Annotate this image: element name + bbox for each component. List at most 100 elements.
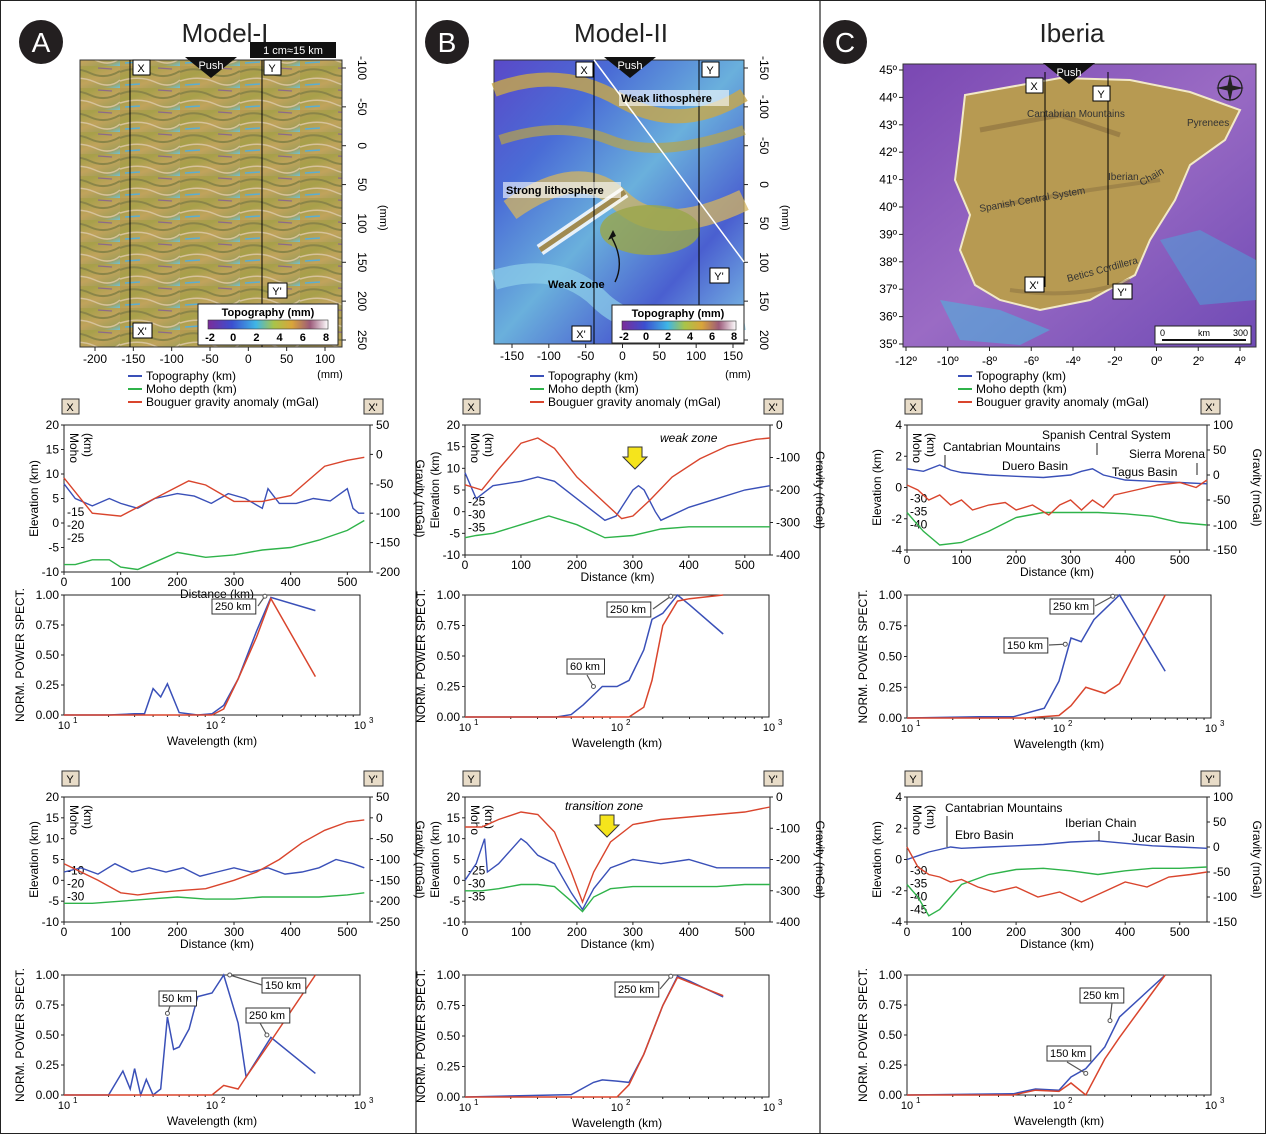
- map-c-x-tick: 0º: [1151, 354, 1163, 368]
- spectrum-y-tick: 0.00: [879, 1088, 903, 1102]
- spectrum-x-tick: 10 1: [459, 1098, 479, 1114]
- spectrum-y-tick: 1.00: [36, 968, 60, 982]
- svg-text:60 km: 60 km: [570, 661, 600, 673]
- moho-unit-label: (km): [81, 805, 95, 829]
- map-b-x-tick: 0: [619, 349, 626, 363]
- distance-tick: 300: [224, 575, 244, 589]
- distance-tick: 200: [1006, 925, 1026, 939]
- map-b: Push X Y X' Y' Weak lithosphere Strong l…: [491, 56, 791, 381]
- moho-tick: -35: [910, 877, 928, 891]
- map-c-label-pyrenees: Pyrenees: [1187, 118, 1229, 129]
- spectrum-axis-label: NORM. POWER SPECT.: [13, 588, 27, 722]
- distance-tick: 200: [1006, 553, 1026, 567]
- svg-text:3: 3: [778, 718, 783, 727]
- svg-text:3: 3: [1220, 1096, 1225, 1105]
- gravity-tick: 0: [1213, 468, 1220, 482]
- map-a-push-label: Push: [198, 60, 223, 72]
- distance-tick: 0: [462, 925, 469, 939]
- map-a-y-tick: 250: [355, 330, 369, 350]
- svg-text:1: 1: [474, 718, 479, 727]
- svg-text:X': X': [1029, 280, 1038, 292]
- map-a-image: [79, 59, 343, 348]
- map-a-x-tick: 0: [245, 352, 252, 366]
- spectrum-y-tick: 0.50: [437, 1029, 461, 1043]
- map-a-x-tick: -50: [201, 352, 219, 366]
- svg-text:X: X: [467, 402, 475, 414]
- map-c-marker-y: Y: [1092, 85, 1111, 102]
- map-c-y-tick: 36º: [879, 310, 897, 324]
- svg-text:2: 2: [626, 1098, 631, 1107]
- map-c-x-tick: -4º: [1065, 354, 1081, 368]
- spectrum-y-tick: 0.75: [879, 998, 903, 1012]
- moho-tick: -20: [67, 877, 85, 891]
- moho-axis-label: Moho: [468, 805, 482, 835]
- svg-text:150 km: 150 km: [1050, 1048, 1086, 1060]
- map-b-y-tick: -100: [757, 95, 771, 119]
- svg-text:2: 2: [221, 716, 226, 725]
- annotation-tagus-basin: Tagus Basin: [1112, 465, 1177, 479]
- spectrum-line-topography: [465, 593, 724, 718]
- series-line-gravity: [464, 437, 771, 520]
- gravity-tick: 0: [776, 790, 783, 804]
- spectrum-y-tick: 0.25: [36, 678, 60, 692]
- distance-tick: 500: [735, 558, 755, 572]
- wavelength-axis-label: Wavelength (km): [1014, 737, 1104, 751]
- elevation-tick: 15: [447, 440, 461, 454]
- spectrum-line-gravity: [465, 976, 724, 1098]
- distance-axis-label: Distance (km): [180, 937, 254, 951]
- panel-b-title: Model-II: [574, 18, 668, 48]
- map-b-y-tick: 200: [757, 330, 771, 350]
- svg-text:0: 0: [1160, 328, 1165, 338]
- distance-tick: 400: [281, 925, 301, 939]
- distance-tick: 400: [1115, 925, 1135, 939]
- spectrum-y-tick: 1.00: [879, 588, 903, 602]
- gravity-tick: 50: [376, 418, 390, 432]
- elevation-tick: -5: [48, 894, 59, 908]
- moho-tick: -20: [67, 518, 85, 532]
- distance-tick: 0: [61, 925, 68, 939]
- spectrum-line-gravity: [907, 594, 1166, 719]
- topo-legend-tick: 2: [253, 332, 259, 344]
- elevation-tick: 5: [52, 853, 59, 867]
- spectrum-x-tick: 10 2: [206, 716, 226, 732]
- map-a-topo-legend: Topography (mm) -2 0 2 4 6 8: [197, 303, 339, 346]
- distance-tick: 100: [111, 575, 131, 589]
- map-c-x-tick: -2º: [1107, 354, 1123, 368]
- moho-axis-label: Moho: [67, 433, 81, 463]
- svg-text:X': X': [368, 402, 377, 414]
- map-b-y-tick: -50: [757, 137, 771, 155]
- elevation-tick: 5: [453, 483, 460, 497]
- peak-label: 150 km: [1003, 637, 1068, 654]
- spectrum-x-tick: 10 2: [1053, 719, 1073, 735]
- spectrum-x-tick: 10 2: [1053, 1096, 1073, 1112]
- svg-text:1: 1: [73, 1096, 78, 1105]
- gravity-tick: 0: [776, 418, 783, 432]
- map-c-y-tick: 37º: [879, 282, 897, 296]
- map-c-x-tick: -10º: [937, 354, 959, 368]
- annotation-transition-zone-arrow: [593, 814, 621, 838]
- gravity-tick: -50: [376, 832, 394, 846]
- elevation-tick: -10: [42, 915, 60, 929]
- moho-unit-label: (km): [81, 433, 95, 457]
- map-b-x-tick: 150: [723, 349, 743, 363]
- distance-tick: 500: [337, 575, 357, 589]
- elevation-tick: 5: [453, 853, 460, 867]
- peak-label: 50 km: [158, 990, 197, 1016]
- elevation-tick: -5: [48, 541, 59, 555]
- map-c-y-tick: 38º: [879, 255, 897, 269]
- gravity-axis-label: Gravity (mGal): [413, 460, 427, 538]
- map-a-x-tick: -100: [160, 352, 184, 366]
- spectrum-x-tick: 10 2: [611, 1098, 631, 1114]
- map-c-x-tick: 4º: [1234, 354, 1246, 368]
- map-c-x-tick: -6º: [1024, 354, 1040, 368]
- spectrum-line-topography: [64, 596, 316, 716]
- spectrum-y-tick: 0.75: [437, 619, 461, 633]
- profile-1-0: X X'20151050-5-100-100-200-300-400-25-30-…: [428, 398, 827, 584]
- series-line-gravity: [906, 479, 1208, 516]
- elevation-tick: 2: [895, 821, 902, 835]
- peak-label: 250 km: [614, 973, 674, 998]
